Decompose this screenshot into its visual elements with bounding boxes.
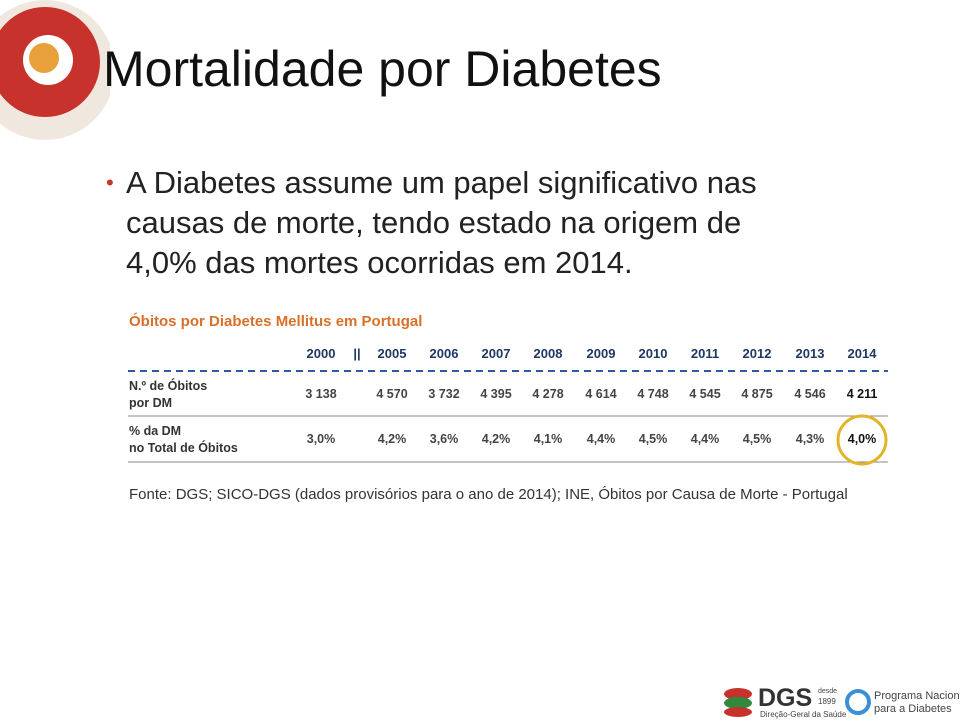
dgs-name: Direção-Geral da Saúde bbox=[760, 710, 847, 719]
table-cell: 4 748 bbox=[637, 387, 669, 401]
program-icon bbox=[845, 689, 871, 715]
year-header: 2011 bbox=[690, 346, 720, 361]
year-header: 2013 bbox=[795, 346, 825, 361]
break-mark: || bbox=[353, 346, 361, 361]
table-cell: 3 138 bbox=[305, 387, 337, 401]
table-cell: 4,4% bbox=[586, 432, 616, 446]
table-cell: 3,0% bbox=[306, 432, 336, 446]
table-lines bbox=[128, 370, 888, 466]
year-header: 2005 bbox=[377, 346, 407, 361]
table-cell: 4,2% bbox=[481, 432, 511, 446]
table-cell: 4,5% bbox=[638, 432, 668, 446]
year-header: 2007 bbox=[481, 346, 511, 361]
year-header: 2014 bbox=[847, 346, 877, 361]
bullet-dot: • bbox=[106, 170, 114, 195]
decor-logo bbox=[0, 0, 110, 140]
table-cell: 3 732 bbox=[428, 387, 460, 401]
year-header: 2010 bbox=[638, 346, 668, 361]
source-note: Fonte: DGS; SICO-DGS (dados provisórios … bbox=[129, 486, 848, 503]
row-label: por DM bbox=[129, 396, 173, 410]
table-cell: 4,5% bbox=[742, 432, 772, 446]
year-header: 2012 bbox=[742, 346, 772, 361]
dgs-logo: DGS bbox=[758, 684, 813, 712]
year-header: 2008 bbox=[533, 346, 563, 361]
row-label: % da DM bbox=[129, 424, 182, 438]
table-cell: 4 875 bbox=[741, 387, 773, 401]
program-name: para a Diabetes bbox=[874, 703, 952, 715]
table-cell: 4 278 bbox=[532, 387, 564, 401]
bullet-line: A Diabetes assume um papel significativo… bbox=[126, 165, 757, 200]
year-header: 2009 bbox=[586, 346, 616, 361]
table-cell: 4,3% bbox=[795, 432, 825, 446]
year-header: 2000 bbox=[306, 346, 336, 361]
table-cell: 4 570 bbox=[376, 387, 408, 401]
table-cell: 4 211 bbox=[846, 387, 878, 401]
table-cell: 3,6% bbox=[429, 432, 459, 446]
bullet-line: 4,0% das mortes ocorridas em 2014. bbox=[126, 245, 633, 280]
program-name: Programa Nacional bbox=[874, 690, 960, 702]
table-cell: 4 545 bbox=[689, 387, 721, 401]
bullet-line: causas de morte, tendo estado na origem … bbox=[126, 205, 742, 240]
row-label: N.º de Óbitos bbox=[129, 379, 208, 393]
table-cell: 4 614 bbox=[585, 387, 617, 401]
table-cell: 4,4% bbox=[690, 432, 720, 446]
since: desde bbox=[818, 688, 838, 695]
table-cell: 4,2% bbox=[377, 432, 407, 446]
title: Mortalidade por Diabetes bbox=[103, 41, 662, 97]
since: 1899 bbox=[818, 697, 836, 706]
dgs-icon bbox=[724, 688, 752, 717]
table-cell: 4,0% bbox=[847, 432, 877, 446]
table-caption: Óbitos por Diabetes Mellitus em Portugal bbox=[129, 313, 423, 330]
table-cell: 4 546 bbox=[794, 387, 826, 401]
table-cell: 4 395 bbox=[480, 387, 512, 401]
table-cell: 4,1% bbox=[533, 432, 563, 446]
year-header: 2006 bbox=[429, 346, 459, 361]
row-label: no Total de Óbitos bbox=[129, 441, 238, 455]
